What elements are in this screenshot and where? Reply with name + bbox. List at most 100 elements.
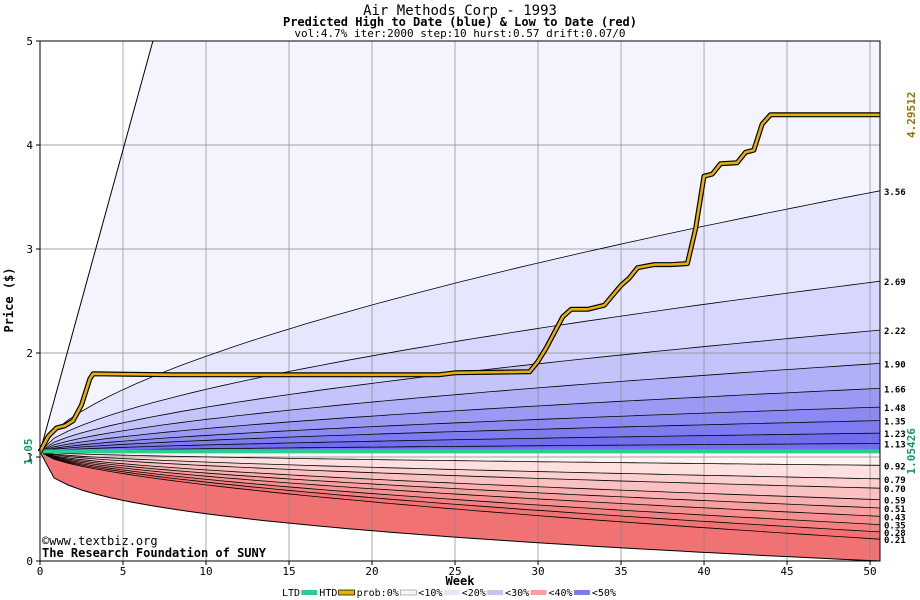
legend-prob-label: prob:0% [357, 588, 399, 599]
x-tick-label: 35 [614, 565, 627, 578]
quantile-label: 1.23 [884, 430, 906, 440]
ltd-value-label: 1.05426 [905, 428, 918, 475]
legend-ltd-label: LTD [282, 588, 300, 599]
watermark-url: ©www.textbiz.org [42, 534, 158, 548]
legend-swatch-0 [399, 589, 417, 596]
quantile-lines [39, 40, 881, 562]
y-axis-label: Price ($) [2, 267, 16, 332]
quantile-label: 1.90 [884, 360, 906, 370]
quantile-label: 0.43 [884, 513, 906, 523]
legend-swatch-20 [487, 590, 504, 595]
quantile-label: 0.70 [884, 485, 906, 495]
upper-quantile-line [39, 280, 881, 453]
series [37, 112, 880, 454]
htd-line [38, 113, 880, 453]
legend-swatch-10 [443, 590, 460, 595]
quantile-label: 0.21 [884, 536, 906, 546]
legend-50-label: <50% [592, 588, 616, 599]
legend-htd-swatch [338, 589, 355, 596]
plot-frame [39, 40, 881, 562]
quantile-label: 0.51 [884, 505, 906, 515]
upper-band [40, 281, 880, 452]
legend-20-label: <20% [462, 588, 486, 599]
legend: LTD HTD prob:0% <10% <20% <30% <40% <50% [282, 588, 616, 599]
lower-quantile-line [39, 451, 881, 540]
y-tick-label: 2 [26, 347, 33, 360]
quantile-label: 1.13 [884, 440, 906, 450]
quantile-label: 0.28 [884, 529, 906, 539]
upper-band [40, 190, 880, 452]
lower-band [40, 451, 880, 517]
upper-quantile-line [39, 432, 881, 453]
legend-ltd-swatch [301, 590, 318, 595]
upper-band [40, 41, 880, 452]
legend-swatch-40 [573, 590, 590, 595]
lower-quantile-line [39, 451, 881, 500]
lower-quantile-line [39, 451, 881, 533]
htd-value-label: 4.29512 [905, 92, 918, 138]
quantile-label: 2.69 [884, 278, 906, 288]
quantile-label: 1.66 [884, 385, 906, 395]
quantile-label: 1.35 [884, 418, 906, 428]
y-tick-label: 0 [26, 555, 33, 568]
upper-quantile-line [39, 190, 881, 453]
lower-band [40, 451, 880, 500]
lower-band [40, 451, 880, 540]
chart-params: vol:4.7% iter:2000 step:10 hurst:0.57 dr… [294, 27, 625, 40]
quantile-labels: 3.56 2.69 2.22 1.90 1.66 1.48 1.35 1.231.13 0.92… [884, 92, 918, 546]
chart-title: Air Methods Corp - 1993 [363, 3, 557, 19]
lower-band [40, 451, 880, 466]
upper-quantile-line [39, 406, 881, 453]
quantile-label: 0.35 [884, 522, 906, 532]
x-tick-label: 20 [365, 565, 378, 578]
lower-quantile-line [39, 451, 881, 525]
legend-30-label: <30% [505, 588, 529, 599]
lower-quantile-line [39, 451, 881, 517]
lower-quantile-line [39, 451, 881, 509]
y-tick-label: 3 [26, 243, 33, 256]
quantile-label: 2.22 [884, 327, 906, 337]
lower-quantile-line [39, 451, 881, 466]
upper-quantile-line [39, 388, 881, 453]
upper-quantile-line [39, 443, 881, 453]
upper-band [40, 420, 880, 452]
y-tick-label: 1 [26, 451, 33, 464]
upper-quantile-line [39, 420, 881, 453]
legend-10-label: <10% [418, 588, 442, 599]
legend-swatch-30 [530, 590, 547, 595]
y-tick-label: 4 [26, 139, 33, 152]
chart-subtitle: Predicted High to Date (blue) & Low to D… [283, 15, 637, 29]
x-tick-label: 30 [531, 565, 544, 578]
x-tick-label: 5 [120, 565, 127, 578]
envelope-lower-line [39, 451, 881, 562]
legend-40-label: <40% [549, 588, 573, 599]
x-tick-label: 40 [697, 565, 710, 578]
upper-band [40, 330, 880, 452]
upper-band [40, 407, 880, 452]
upper-band [40, 388, 880, 452]
quantile-label: 0.59 [884, 497, 906, 507]
x-tick-label: 25 [448, 565, 461, 578]
quantile-label: 0.79 [884, 476, 906, 486]
quantile-label: 1.48 [884, 404, 906, 414]
lower-band [40, 451, 880, 561]
upper-band [40, 433, 880, 452]
y-tick-label: 5 [26, 35, 33, 48]
x-tick-label: 10 [199, 565, 212, 578]
legend-htd-label: HTD [319, 588, 337, 599]
x-tick-label: 45 [780, 565, 793, 578]
lower-band [40, 451, 880, 532]
upper-band [40, 363, 880, 452]
x-tick-label: 50 [863, 565, 876, 578]
upper-quantile-line [39, 363, 881, 453]
lower-band [40, 451, 880, 479]
quantile-label: 3.56 [884, 188, 906, 198]
watermark-org: The Research Foundation of SUNY [42, 546, 267, 560]
x-axis-label: Week [446, 574, 476, 588]
x-tick-label: 15 [282, 565, 295, 578]
lower-band [40, 451, 880, 508]
x-tick-label: 0 [37, 565, 44, 578]
start-value-label: 1.05 [22, 439, 35, 466]
